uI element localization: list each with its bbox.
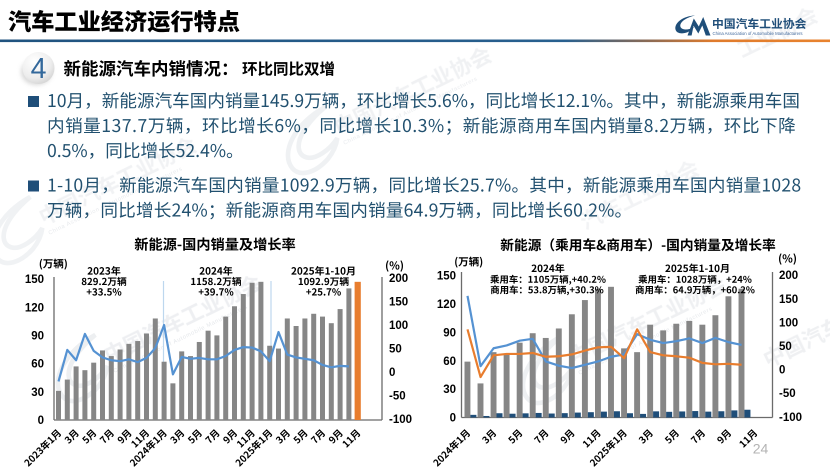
- svg-text:0: 0: [450, 413, 456, 425]
- svg-text:30: 30: [31, 387, 44, 399]
- svg-text:24: 24: [753, 441, 769, 457]
- svg-text:50: 50: [779, 341, 792, 353]
- svg-text:-100: -100: [389, 414, 412, 426]
- svg-text:100: 100: [779, 317, 798, 329]
- svg-text:200: 200: [779, 270, 798, 282]
- svg-text:150: 150: [779, 294, 798, 306]
- svg-text:150: 150: [389, 297, 408, 309]
- svg-text:0: 0: [389, 367, 395, 379]
- svg-text:-50: -50: [779, 388, 796, 400]
- svg-text:0: 0: [779, 365, 785, 377]
- svg-text:60: 60: [31, 359, 44, 371]
- svg-text:-100: -100: [779, 412, 802, 424]
- svg-text:200: 200: [389, 273, 408, 285]
- svg-text:30: 30: [443, 384, 456, 396]
- svg-text:90: 90: [31, 331, 44, 343]
- svg-text:90: 90: [443, 327, 456, 339]
- svg-text:100: 100: [389, 320, 408, 332]
- svg-text:0: 0: [38, 415, 44, 427]
- svg-text:120: 120: [25, 302, 44, 314]
- svg-text:China Association of Automobil: China Association of Automobile Manufact…: [713, 31, 803, 36]
- svg-text:50: 50: [389, 344, 402, 356]
- svg-text:150: 150: [25, 274, 44, 286]
- svg-text:60: 60: [443, 356, 456, 368]
- svg-text:-50: -50: [389, 391, 406, 403]
- svg-text:4: 4: [31, 53, 47, 85]
- svg-text:120: 120: [437, 299, 456, 311]
- svg-text:150: 150: [437, 271, 456, 283]
